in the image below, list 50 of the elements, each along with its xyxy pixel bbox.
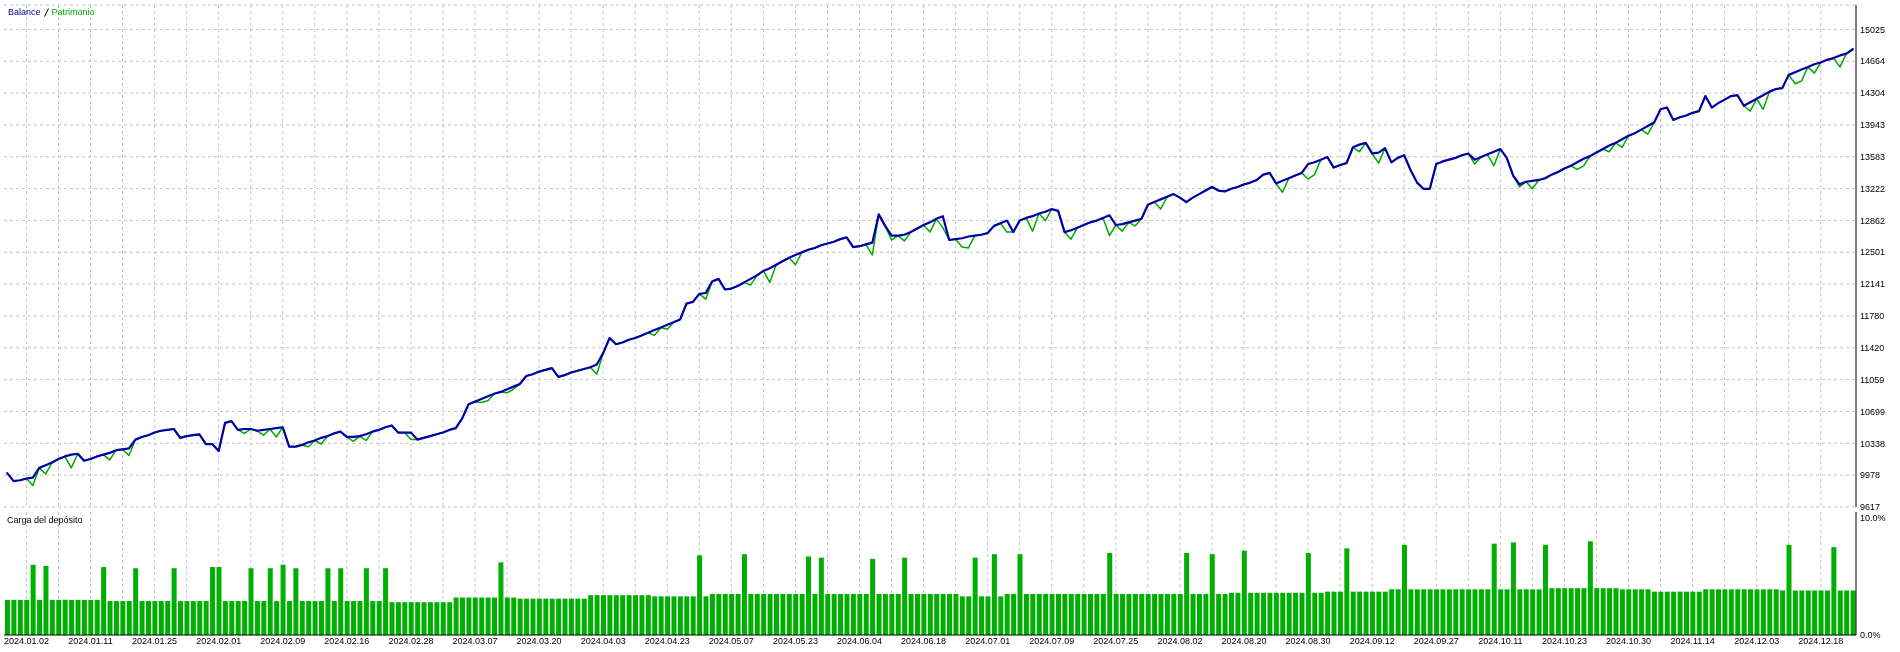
y-tick-label: 11780: [1860, 311, 1885, 322]
y-tick-label: 15025: [1860, 24, 1886, 35]
x-tick-label: 2024.10.30: [1605, 636, 1652, 647]
y-tick-label: 11420: [1860, 342, 1885, 353]
y-tick-label: 10338: [1860, 438, 1886, 449]
y-tick-label: 0.0%: [1860, 630, 1881, 641]
x-tick-label: 2024.03.07: [452, 636, 498, 647]
x-tick-label: 2024.06.18: [901, 636, 947, 647]
y-tick-label: 10699: [1860, 406, 1886, 417]
x-tick-label: 2024.12.18: [1798, 636, 1844, 647]
x-tick-label: 2024.06.04: [836, 636, 883, 647]
x-tick-label: 2024.05.23: [772, 636, 818, 647]
x-tick-label: 2024.08.30: [1285, 636, 1331, 647]
y-tick-label: 9617: [1860, 502, 1881, 513]
y-tick-label: 13943: [1860, 120, 1886, 131]
y-tick-label: 11059: [1860, 374, 1885, 385]
x-tick-label: 2024.12.03: [1734, 636, 1780, 647]
x-tick-label: 2024.02.16: [324, 636, 370, 647]
x-tick-label: 2024.01.11: [68, 636, 113, 647]
chart-title: Carga del depósito: [7, 515, 83, 525]
y-tick-label: 12141: [1860, 279, 1886, 290]
y-tick-label: 9978: [1860, 470, 1881, 481]
x-tick-label: 2024.04.03: [580, 636, 626, 647]
x-tick-label: 2024.11.14: [1670, 636, 1715, 647]
y-tick-label: 12862: [1860, 215, 1886, 226]
x-tick-label: 2024.07.09: [1029, 636, 1075, 647]
x-tick-label: 2024.10.11: [1478, 636, 1523, 647]
x-tick-label: 2024.01.02: [3, 636, 49, 647]
y-tick-label: 13222: [1860, 183, 1886, 194]
y-tick-label: 13583: [1860, 151, 1886, 162]
x-tick-label: 2024.08.02: [1157, 636, 1203, 647]
x-tick-label: 2024.04.23: [644, 636, 690, 647]
x-tick-label: 2024.07.01: [965, 636, 1011, 647]
y-tick-label: 12501: [1860, 247, 1886, 258]
x-tick-label: 2024.08.20: [1221, 636, 1267, 647]
x-tick-label: 2024.05.07: [708, 636, 754, 647]
x-tick-label: 2024.02.28: [388, 636, 434, 647]
x-tick-label: 2024.09.12: [1349, 636, 1395, 647]
text: Balance: [8, 7, 41, 17]
x-tick-label: 2024.10.23: [1541, 636, 1587, 647]
text: Patrimonio: [51, 7, 95, 17]
x-tick-label: 2024.02.01: [196, 636, 242, 647]
x-tick-label: 2024.07.25: [1093, 636, 1139, 647]
y-tick-label: 14664: [1860, 56, 1886, 67]
x-tick-label: 2024.03.20: [516, 636, 562, 647]
y-tick-label: 10.0%: [1860, 513, 1886, 524]
y-tick-label: 14304: [1860, 88, 1886, 99]
x-tick-label: 2024.09.27: [1413, 636, 1459, 647]
x-tick-label: 2024.02.09: [260, 636, 306, 647]
x-tick-label: 2024.01.25: [132, 636, 178, 647]
